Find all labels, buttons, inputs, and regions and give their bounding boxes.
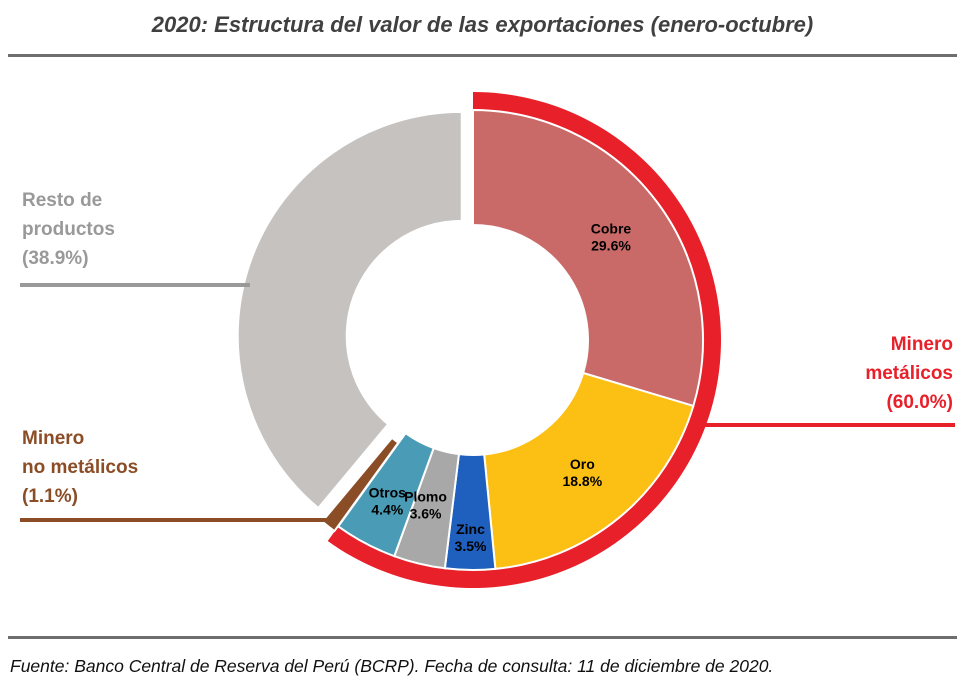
leader-layer (20, 283, 955, 522)
category-label-line: (38.9%) (22, 248, 89, 269)
slice-resto-de-productos (236, 110, 463, 510)
bottom-divider (8, 636, 957, 639)
slice-label-value: 18.8% (562, 473, 602, 489)
slice-layer (236, 108, 704, 571)
slice-label-layer: Cobre 29.6%Oro 18.8%Zinc 3.5%Plomo 3.6%Otros… (369, 220, 632, 554)
category-label: Minero no metálicos (1.1%) (22, 428, 138, 507)
category-label-line: metálicos (865, 363, 953, 384)
slice-label-value: 29.6% (591, 237, 631, 253)
slice-label-plomo: Plomo 3.6% (404, 488, 447, 521)
slice-label-oro: Oro 18.8% (562, 456, 602, 489)
top-divider (8, 54, 957, 57)
category-label-line: Resto de (22, 190, 102, 211)
slice-label-name: Oro (570, 456, 595, 472)
slice-label-otros: Otros 4.4% (369, 485, 407, 518)
slice-minero-no-metalicos (320, 436, 400, 533)
slice-label-name: Cobre (591, 220, 632, 236)
category-label-line: productos (22, 219, 115, 240)
category-label: Minero metálicos (60.0%) (865, 334, 953, 413)
slice-label-value: 4.4% (371, 502, 403, 518)
slice-label-zinc: Zinc 3.5% (455, 521, 487, 554)
slice-label-value: 3.5% (455, 538, 487, 554)
slice-label-name: Otros (369, 485, 407, 501)
source-note: Fuente: Banco Central de Reserva del Per… (10, 656, 774, 676)
slice-label-name: Plomo (404, 488, 447, 504)
category-label-line: (1.1%) (22, 486, 78, 507)
category-label-line: no metálicos (22, 457, 138, 478)
slice-cobre (472, 108, 704, 408)
category-label-line: Minero (891, 334, 953, 355)
slice-label-value: 3.6% (410, 505, 442, 521)
slice-label-cobre: Cobre 29.6% (591, 220, 632, 253)
category-label: Resto de productos (38.9%) (22, 190, 115, 269)
slice-oro (483, 371, 695, 571)
category-label-line: Minero (22, 428, 84, 449)
slice-label-name: Zinc (456, 521, 485, 537)
category-label-line: (60.0%) (886, 392, 953, 413)
category-label-layer: Minero metálicos (60.0%) Minero no metálicos… (22, 190, 953, 507)
chart-title: 2020: Estructura del valor de las export… (151, 12, 814, 37)
